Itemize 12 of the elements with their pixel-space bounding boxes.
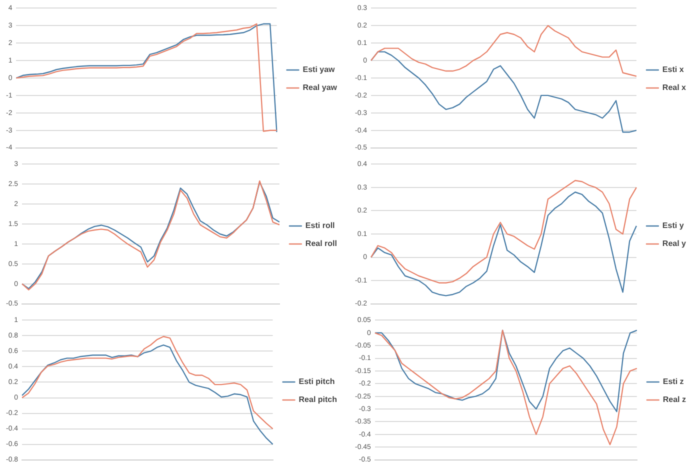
legend-label: Real roll xyxy=(305,239,338,248)
legend-label: Real z xyxy=(662,395,686,404)
legend-label: Esti yaw xyxy=(302,65,336,74)
legend-label: Real y xyxy=(662,239,687,248)
legend-label: Esti z xyxy=(662,377,684,386)
legend-label: Esti roll xyxy=(305,221,335,230)
legend-label: Esti y xyxy=(662,221,684,230)
legend-label: Real yaw xyxy=(302,83,338,92)
legend-label: Real pitch xyxy=(298,395,338,404)
legend-label: Esti pitch xyxy=(298,377,335,386)
legend-label: Real x xyxy=(662,83,687,92)
legend-label: Esti x xyxy=(662,65,684,74)
